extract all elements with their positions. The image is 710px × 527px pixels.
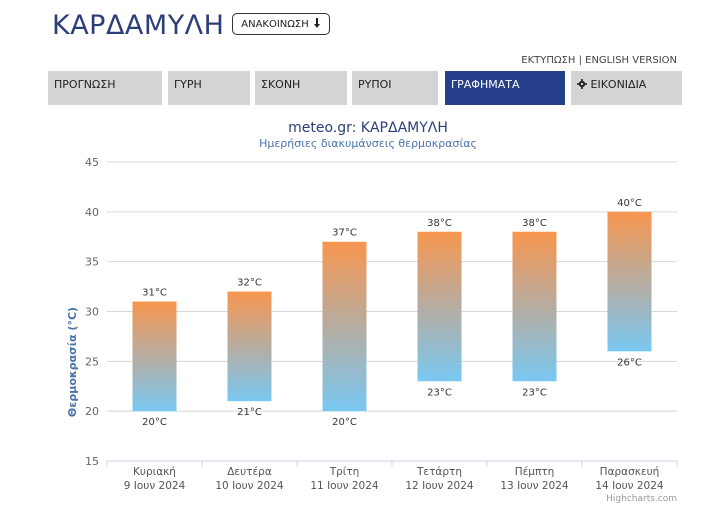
chart-subtitle: Ημερήσιες διακυμάνσεις θερμοκρασίας	[259, 137, 477, 150]
x-tick-label-date: 10 Ιουν 2024	[215, 480, 284, 492]
y-tick-label: 25	[85, 355, 99, 368]
low-value-label: 26°C	[617, 357, 642, 368]
gear-icon	[577, 78, 591, 91]
y-tick-label: 20	[85, 405, 99, 418]
x-tick-label-day: Δευτέρα	[227, 466, 272, 478]
low-value-label: 23°C	[427, 387, 452, 398]
high-value-label: 32°C	[237, 278, 262, 289]
x-tick-label-date: 12 Ιουν 2024	[405, 480, 474, 492]
high-value-label: 38°C	[427, 218, 452, 229]
temperature-bar	[322, 241, 367, 412]
x-tick-label-date: 11 Ιουν 2024	[310, 480, 379, 492]
tab-icons[interactable]: ΕΙΚΟΝΙΔΙΑ	[571, 71, 682, 105]
x-tick-label-day: Παρασκευή	[600, 466, 660, 478]
tab-label: ΣΚΟΝΗ	[261, 78, 301, 91]
tab-pollutants[interactable]: ΡΥΠΟΙ	[352, 71, 438, 105]
temperature-bar	[227, 291, 272, 402]
high-value-label: 37°C	[332, 228, 357, 239]
print-link[interactable]: ΕΚΤΥΠΩΣΗ	[521, 55, 576, 66]
top-links: ΕΚΤΥΠΩΣΗ | ENGLISH VERSION	[521, 55, 677, 66]
bar-series: 31°C 20°C 32°C 21°C 37°C 20°C 38°C 23°C 38°C 23°C…	[132, 198, 652, 428]
tab-label: ΓΡΑΦΗΜΑΤΑ	[451, 78, 520, 91]
page-title: ΚΑΡΔΑΜΥΛΗ	[52, 10, 225, 41]
y-tick-label: 45	[85, 156, 99, 169]
y-axis-title: Θερμοκρασία (°C)	[66, 307, 79, 417]
low-value-label: 20°C	[332, 417, 357, 428]
high-value-label: 40°C	[617, 198, 642, 209]
x-axis: Κυριακή 9 Ιουν 2024 Δευτέρα 10 Ιουν 2024 Τρί…	[106, 460, 678, 492]
temperature-bar	[512, 231, 557, 382]
arrow-down-icon	[313, 17, 321, 31]
tab-label: ΡΥΠΟΙ	[358, 78, 392, 91]
x-tick-label-day: Κυριακή	[133, 466, 176, 478]
tab-label: ΕΙΚΟΝΙΔΙΑ	[590, 78, 647, 91]
temperature-bar	[132, 301, 177, 412]
y-tick-label: 40	[85, 206, 99, 219]
x-tick-label-date: 9 Ιουν 2024	[124, 480, 186, 492]
grid-lines	[107, 161, 677, 462]
low-value-label: 20°C	[142, 417, 167, 428]
low-value-label: 23°C	[522, 387, 547, 398]
chart-credit: Highcharts.com	[606, 494, 677, 504]
temperature-bar	[417, 231, 462, 382]
tab-label: ΓΥΡΗ	[174, 78, 202, 91]
tab-label: ΠΡΟΓΝΩΣΗ	[54, 78, 116, 91]
y-tick-label: 35	[85, 256, 99, 269]
announcement-button[interactable]: ΑΝΑΚΟΙΝΩΣΗ	[232, 13, 330, 35]
x-tick-label-day: Πέμπτη	[515, 466, 555, 478]
high-value-label: 31°C	[142, 288, 167, 299]
tab-dust[interactable]: ΣΚΟΝΗ	[255, 71, 347, 105]
tab-forecast[interactable]: ΠΡΟΓΝΩΣΗ	[48, 71, 162, 105]
x-tick-label-date: 13 Ιουν 2024	[500, 480, 569, 492]
tab-charts[interactable]: ΓΡΑΦΗΜΑΤΑ	[445, 71, 565, 105]
y-tick-label: 30	[85, 306, 99, 319]
y-axis-ticks: 15 20 25 30 35 40 45	[85, 156, 99, 468]
announcement-label: ΑΝΑΚΟΙΝΩΣΗ	[241, 18, 309, 30]
tab-pollen[interactable]: ΓΥΡΗ	[168, 71, 250, 105]
y-tick-label: 15	[85, 455, 99, 468]
link-separator: |	[578, 55, 582, 66]
low-value-label: 21°C	[237, 407, 262, 418]
temperature-bar	[607, 211, 652, 352]
high-value-label: 38°C	[522, 218, 547, 229]
x-tick-label-date: 14 Ιουν 2024	[595, 480, 664, 492]
x-tick-label-day: Τρίτη	[329, 466, 360, 478]
temperature-chart: meteo.gr: ΚΑΡΔΑΜΥΛΗ Ημερήσιες διακυμάνσε…	[66, 120, 678, 504]
english-version-link[interactable]: ENGLISH VERSION	[585, 55, 677, 66]
chart-title: meteo.gr: ΚΑΡΔΑΜΥΛΗ	[288, 120, 448, 136]
x-tick-label-day: Τετάρτη	[416, 466, 462, 478]
